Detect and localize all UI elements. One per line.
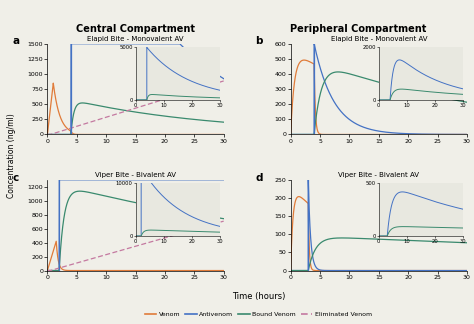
Title: Elapid Bite - Monovalent AV: Elapid Bite - Monovalent AV: [87, 36, 184, 42]
Text: Concentration (ng/ml): Concentration (ng/ml): [7, 113, 16, 198]
Text: Peripheral Compartment: Peripheral Compartment: [290, 24, 426, 34]
Text: c: c: [12, 173, 18, 182]
Text: a: a: [12, 37, 19, 46]
Title: Viper Bite - Bivalent AV: Viper Bite - Bivalent AV: [95, 172, 176, 178]
Text: Time (hours): Time (hours): [232, 292, 285, 301]
Legend: Venom, Antivenom, Bound Venom, Eliminated Venom: Venom, Antivenom, Bound Venom, Eliminate…: [143, 309, 374, 319]
Text: d: d: [255, 173, 263, 182]
Text: b: b: [255, 37, 263, 46]
Title: Elapid Bite - Monovalent AV: Elapid Bite - Monovalent AV: [330, 36, 427, 42]
Title: Viper Bite - Bivalent AV: Viper Bite - Bivalent AV: [338, 172, 419, 178]
Text: Central Compartment: Central Compartment: [75, 24, 195, 34]
